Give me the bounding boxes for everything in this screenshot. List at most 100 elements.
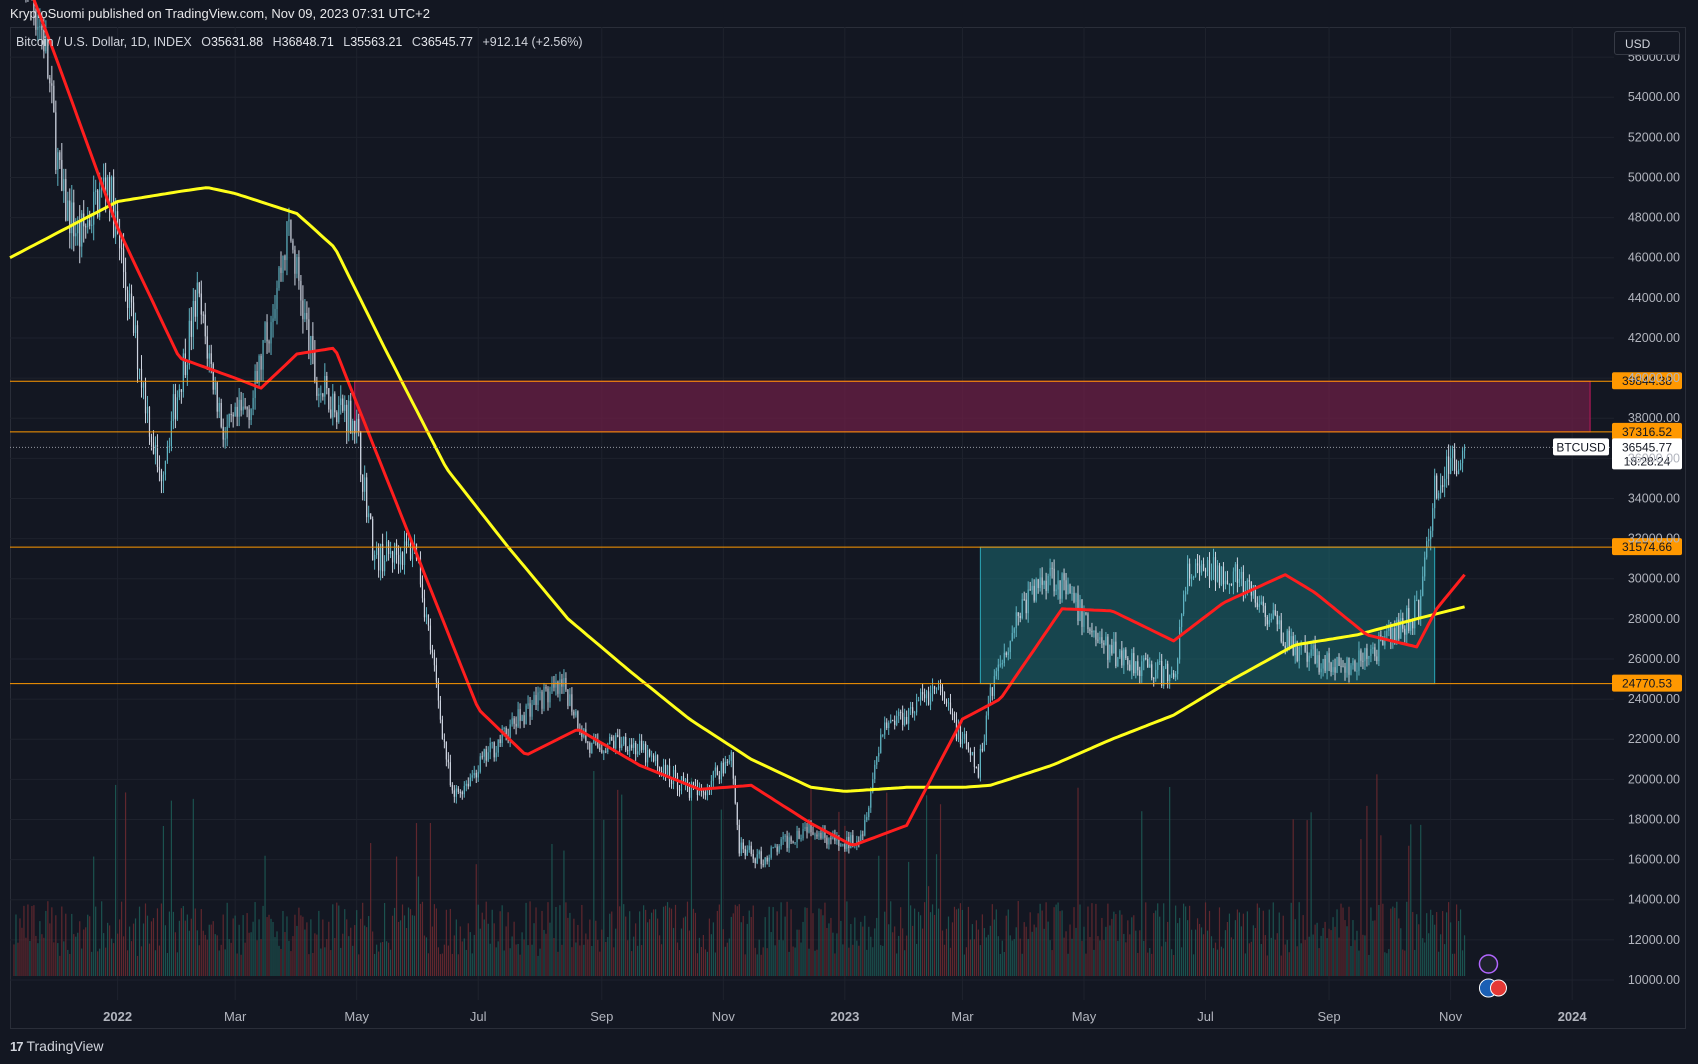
volume-bar <box>635 923 637 976</box>
volume-bar <box>497 941 499 976</box>
volume-bar <box>1426 913 1428 976</box>
volume-bar <box>1071 938 1073 976</box>
volume-bar <box>1163 903 1165 976</box>
candle-body <box>794 842 796 844</box>
volume-bar <box>1450 922 1452 976</box>
volume-bar <box>987 934 989 976</box>
candle-body <box>389 551 392 555</box>
volume-bar <box>543 929 545 976</box>
volume-bar <box>499 911 501 976</box>
volume-bar <box>83 929 85 976</box>
volume-bar <box>575 942 577 976</box>
y-tick-label: 14000.00 <box>1628 893 1680 907</box>
candle-body <box>1123 649 1125 666</box>
volume-bar <box>902 928 904 976</box>
volume-bar <box>601 929 603 976</box>
volume-bar <box>471 953 473 976</box>
volume-bar <box>1099 940 1101 976</box>
volume-bar <box>1274 939 1276 976</box>
volume-bar <box>107 922 109 976</box>
candle-body <box>977 767 979 778</box>
x-tick-label: Nov <box>1439 1009 1463 1024</box>
candle-body <box>1453 449 1456 471</box>
volume-bar <box>238 924 240 976</box>
candle-body <box>152 442 155 454</box>
candle-body <box>364 477 366 492</box>
volume-bar <box>615 928 617 976</box>
candle-body <box>350 400 352 434</box>
candle-body <box>754 858 756 864</box>
candle-body <box>451 785 453 791</box>
volume-bar <box>1119 910 1121 976</box>
candle-body <box>1340 665 1342 667</box>
y-tick-label: 12000.00 <box>1628 933 1680 947</box>
volume-bar <box>1206 930 1209 976</box>
candle-body <box>963 733 966 740</box>
currency-selector[interactable]: USD <box>1614 31 1680 55</box>
candle-body <box>1256 602 1258 607</box>
y-tick-label: 28000.00 <box>1628 612 1680 626</box>
candle-body <box>200 293 202 315</box>
resistance-zone <box>354 380 1591 433</box>
candle-body <box>764 857 766 865</box>
candle-body <box>748 845 750 850</box>
volume-bar <box>1093 949 1095 976</box>
volume-bar <box>900 907 902 976</box>
candle-body <box>1358 650 1360 671</box>
candle-body <box>206 336 208 359</box>
candle-body <box>499 739 501 744</box>
volume-bar <box>890 901 892 976</box>
candle-body <box>226 426 228 439</box>
candle-body <box>378 546 380 571</box>
volume-bar <box>204 934 206 976</box>
footer-brand[interactable]: 17 TradingView <box>10 1038 104 1054</box>
volume-bar <box>435 908 438 976</box>
volume-bar <box>455 919 457 976</box>
candle-body <box>1131 653 1133 671</box>
volume-bar <box>1019 938 1021 976</box>
volume-bar <box>1067 953 1069 976</box>
volume-bar <box>726 942 728 976</box>
volume-bar <box>1318 948 1320 976</box>
volume-bar <box>951 922 954 976</box>
volume-bar <box>824 902 826 976</box>
candle-body <box>537 692 539 705</box>
candle-body <box>563 678 565 687</box>
volume-bar <box>63 941 65 976</box>
candle-body <box>435 665 438 682</box>
volume-bar <box>553 937 555 976</box>
candle-body <box>581 731 583 737</box>
volume-bar <box>1461 950 1464 976</box>
candle-body <box>1226 580 1229 585</box>
candle-body <box>360 431 362 475</box>
volume-bar <box>716 910 718 976</box>
volume-bar <box>423 935 426 976</box>
candle-body <box>1392 628 1394 642</box>
candle-body <box>1065 580 1067 595</box>
volume-bar <box>517 943 519 976</box>
candle-body <box>840 844 842 847</box>
candle-body <box>762 864 764 866</box>
volume-bar <box>991 904 993 976</box>
volume-bar <box>1141 811 1143 976</box>
volume-bar <box>254 902 256 976</box>
volume-bar <box>537 955 539 976</box>
volume-bar <box>481 912 483 976</box>
candle-body <box>1324 658 1326 671</box>
volume-bar <box>1368 954 1370 976</box>
candle-body <box>260 355 262 370</box>
level-label-bg <box>1612 422 1682 440</box>
candle-body <box>224 438 226 440</box>
candle-body <box>1208 560 1211 580</box>
candle-body <box>1099 637 1101 640</box>
volume-bar <box>101 901 103 976</box>
volume-bar <box>686 901 689 976</box>
volume-bar <box>57 943 59 976</box>
volume-bar <box>282 910 284 976</box>
candle-body <box>1163 668 1165 686</box>
candle-body <box>573 711 575 716</box>
volume-bar <box>222 914 224 976</box>
volume-bar <box>925 795 928 976</box>
candle-body <box>575 711 577 716</box>
